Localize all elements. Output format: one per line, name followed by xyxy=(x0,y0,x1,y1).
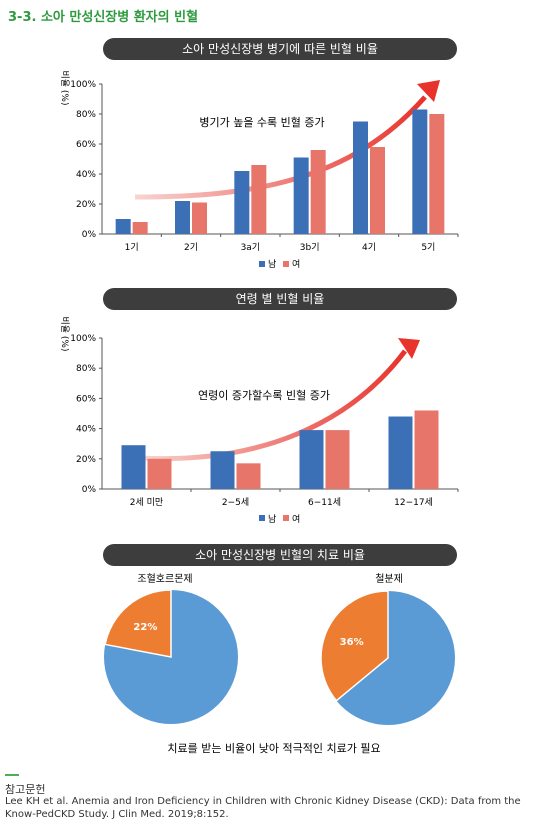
chart1-bar-male xyxy=(353,121,368,234)
legend-swatch-male xyxy=(259,261,265,267)
legend-swatch-female xyxy=(283,515,289,521)
chart1-bar-male xyxy=(234,171,250,234)
chart2-bar-female xyxy=(236,463,261,489)
legend-label-female: 여 xyxy=(292,258,300,270)
chart2-arrowhead xyxy=(398,338,420,359)
chart1-bar-female xyxy=(370,147,385,234)
chart2-ytick: 20% xyxy=(76,455,96,465)
chart2-xtick: 2세 미만 xyxy=(130,497,163,508)
pie-footnote: 치료를 받는 비율이 낮아 적극적인 치료가 필요 xyxy=(167,742,380,755)
chart2-title: 연령 별 빈혈 비율 xyxy=(103,288,457,310)
legend-label-male: 남 xyxy=(268,514,276,525)
chart2-bar-male xyxy=(299,430,324,489)
chart2-bar-male xyxy=(121,445,146,489)
chart1-legend: 남 여 xyxy=(259,258,300,270)
page-title: 3-3. 소아 만성신장병 환자의 빈혈 xyxy=(8,10,199,25)
chart1-xtick: 2기 xyxy=(184,242,198,253)
pie1-slice-main xyxy=(104,589,172,658)
chart1-bar-male xyxy=(412,109,428,234)
chart2-xtick: 6−11세 xyxy=(308,497,341,508)
legend-swatch-male xyxy=(259,515,265,521)
chart1-bar-female xyxy=(310,150,326,234)
legend-label-female: 여 xyxy=(292,513,300,525)
chart1-xtick: 3a기 xyxy=(241,242,261,253)
chart3-title: 소아 만성신장병 빈혈의 치료 비율 xyxy=(103,544,457,566)
reference-heading: 참고문헌 xyxy=(5,783,46,796)
chart2-svg: 비율 (%) 0% 20% 40% 60% 80% 100% 연령이 증가할수록 빈혈 증… xyxy=(59,317,459,525)
chart1-xtick: 5기 xyxy=(421,242,435,253)
chart2-trend-arrow xyxy=(139,349,407,462)
pie2-value-label: 36% xyxy=(340,637,364,648)
chart1-ytick: 40% xyxy=(76,170,96,180)
pie1-label: 조혈호르몬제 xyxy=(137,572,192,585)
chart2-bar-male xyxy=(388,416,413,489)
chart2-bar-female xyxy=(147,458,172,489)
pie1-value-label: 22% xyxy=(133,622,157,633)
reference-text: Lee KH et al. Anemia and Iron Deficiency… xyxy=(5,796,521,820)
chart2-bar-male xyxy=(210,451,235,489)
legend-swatch-female xyxy=(283,261,289,267)
pie2-slice-main xyxy=(320,590,389,702)
chart1-ytick: 0% xyxy=(82,230,97,240)
chart1-bar-female xyxy=(132,222,148,234)
chart2-ytick: 60% xyxy=(76,394,96,404)
chart1-xtick: 3b기 xyxy=(300,242,320,253)
chart1-arrowhead xyxy=(417,80,440,102)
chart1-bar-female xyxy=(251,165,267,234)
chart1-xtick: 1기 xyxy=(125,242,139,253)
chart1-ytick: 80% xyxy=(76,110,96,120)
chart1-bar-female xyxy=(192,202,207,234)
chart1-ylabel: 비율 (%) xyxy=(59,71,70,106)
chart2-ytick: 80% xyxy=(76,364,96,374)
chart2-bar-female xyxy=(414,410,439,489)
chart2-legend: 남 여 xyxy=(259,513,300,525)
chart1-ytick: 20% xyxy=(76,200,96,210)
chart1-ytick: 60% xyxy=(76,140,96,150)
chart1-xtick: 4기 xyxy=(362,242,376,253)
chart1-bar-male xyxy=(293,157,309,234)
chart1-title: 소아 만성신장병 병기에 따른 빈혈 비율 xyxy=(103,38,457,60)
chart1-bar-male xyxy=(115,219,131,234)
chart2-ylabel: 비율 (%) xyxy=(59,317,70,352)
chart2-ytick: 0% xyxy=(82,485,97,495)
chart2-annotation: 연령이 증가할수록 빈혈 증가 xyxy=(198,388,330,402)
chart2-xtick: 2−5세 xyxy=(222,497,249,508)
chart1-annotation: 병기가 높을 수록 빈혈 증가 xyxy=(199,115,324,129)
chart1-bar-male xyxy=(175,201,190,234)
chart1-ytick: 100% xyxy=(70,80,96,90)
chart2-bar-female xyxy=(325,430,350,489)
legend-label-male: 남 xyxy=(268,259,276,270)
reference-divider xyxy=(5,774,19,776)
chart1-svg: 비율 (%) 0% 20% 40% 60% 80% 100% 병기가 높을 수록 빈혈 증… xyxy=(59,71,459,270)
chart3-svg: 조혈호르몬제 철분제 22% 36% 치료를 받는 비율이 낮아 적극적인 치료가… xyxy=(104,572,455,755)
chart2-ytick: 100% xyxy=(70,334,96,344)
pie2-label: 철분제 xyxy=(375,573,403,585)
chart2-ytick: 40% xyxy=(76,425,96,435)
chart2-xtick: 12−17세 xyxy=(394,497,433,508)
chart1-bar-female xyxy=(429,114,445,234)
